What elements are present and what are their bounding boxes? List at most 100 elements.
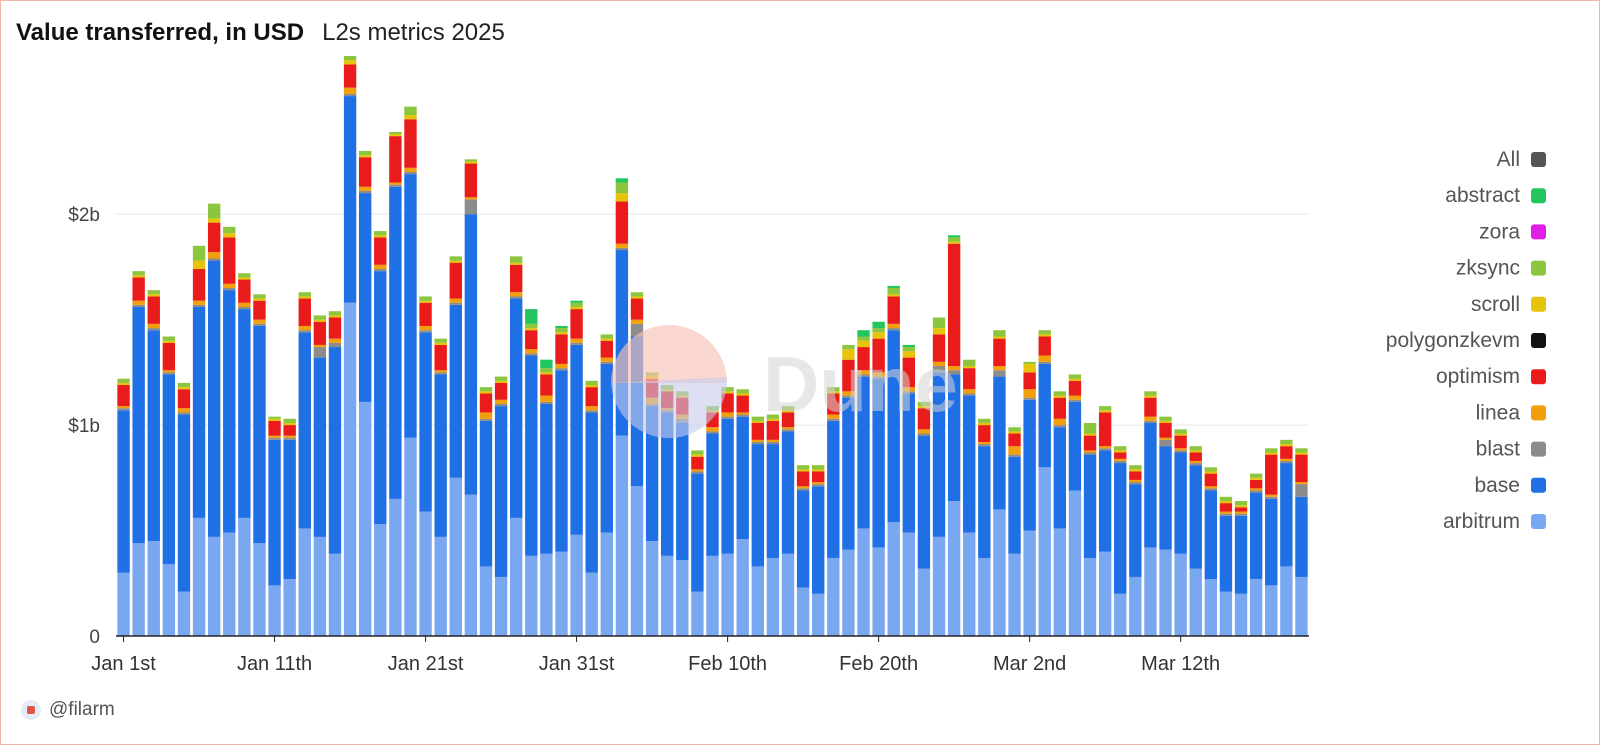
bar-segment-blast[interactable] <box>555 368 568 371</box>
bar-segment-scroll[interactable] <box>887 294 900 297</box>
bar-segment-optimism[interactable] <box>555 334 568 364</box>
bar-segment-blast[interactable] <box>1204 488 1218 491</box>
bar-segment-blast[interactable] <box>1174 450 1187 453</box>
bar-segment-zksync[interactable] <box>525 323 538 329</box>
bar-segment-arbitrum[interactable] <box>479 566 493 636</box>
bar-segment-zksync[interactable] <box>117 378 130 383</box>
bar-segment-arbitrum[interactable] <box>374 524 387 636</box>
bar-segment-base[interactable] <box>796 490 810 588</box>
bar-segment-arbitrum[interactable] <box>706 555 719 636</box>
bar-segment-linea[interactable] <box>1023 389 1036 398</box>
bar-segment-base[interactable] <box>1219 515 1233 592</box>
bar-segment-optimism[interactable] <box>963 368 976 390</box>
bar-segment-optimism[interactable] <box>404 119 417 168</box>
bar-segment-blast[interactable] <box>1114 460 1127 464</box>
bar-segment-base[interactable] <box>1038 363 1051 468</box>
bar-segment-optimism[interactable] <box>917 408 931 430</box>
bar-segment-linea[interactable] <box>887 323 900 329</box>
bar-segment-linea[interactable] <box>1144 416 1157 421</box>
bar-segment-blast[interactable] <box>796 488 810 491</box>
legend-swatch-zksync[interactable] <box>1531 260 1546 276</box>
bar-segment-optimism[interactable] <box>721 393 734 413</box>
bar-segment-zksync[interactable] <box>434 338 447 343</box>
bar-segment-zksync[interactable] <box>978 418 991 423</box>
bar-segment-arbitrum[interactable] <box>358 401 372 636</box>
bar-segment-optimism[interactable] <box>691 456 704 470</box>
bar-segment-linea[interactable] <box>872 372 885 377</box>
bar-segment-zksync[interactable] <box>464 159 478 162</box>
legend-swatch-zora[interactable] <box>1531 224 1546 240</box>
bar-segment-scroll[interactable] <box>358 155 372 158</box>
bar-segment-base[interactable] <box>585 412 598 573</box>
legend-swatch-linea[interactable] <box>1531 405 1546 421</box>
bar-segment-linea[interactable] <box>751 439 764 442</box>
bar-segment-arbitrum[interactable] <box>615 435 629 636</box>
bar-segment-base[interactable] <box>872 378 885 548</box>
bar-segment-optimism[interactable] <box>857 347 870 371</box>
bar-segment-scroll[interactable] <box>947 241 961 244</box>
bar-segment-zksync[interactable] <box>1280 439 1293 445</box>
bar-segment-zksync[interactable] <box>555 328 568 333</box>
bar-segment-blast[interactable] <box>1144 420 1157 423</box>
bar-segment-arbitrum[interactable] <box>343 302 357 636</box>
bar-segment-scroll[interactable] <box>1038 334 1051 337</box>
bar-segment-zksync[interactable] <box>630 292 644 297</box>
bar-segment-optimism[interactable] <box>630 298 644 320</box>
bar-segment-linea[interactable] <box>238 302 251 307</box>
bar-segment-abstract[interactable] <box>947 235 961 238</box>
bar-segment-arbitrum[interactable] <box>1189 568 1202 636</box>
bar-segment-optimism[interactable] <box>887 296 900 324</box>
bar-segment-arbitrum[interactable] <box>283 579 296 636</box>
bar-segment-arbitrum[interactable] <box>268 585 281 636</box>
bar-segment-blast[interactable] <box>177 412 191 415</box>
bar-segment-arbitrum[interactable] <box>1023 530 1036 636</box>
bar-segment-zksync[interactable] <box>615 182 629 194</box>
bar-segment-abstract[interactable] <box>540 359 553 369</box>
bar-segment-base[interactable] <box>1129 484 1142 577</box>
bar-segment-blast[interactable] <box>947 370 961 375</box>
bar-segment-linea[interactable] <box>932 361 946 367</box>
bar-segment-base[interactable] <box>494 406 508 577</box>
bar-segment-scroll[interactable] <box>1008 431 1021 434</box>
bar-segment-zksync[interactable] <box>963 359 976 367</box>
bar-segment-arbitrum[interactable] <box>963 532 976 636</box>
bar-segment-linea[interactable] <box>268 435 281 438</box>
bar-segment-scroll[interactable] <box>253 298 266 301</box>
bar-segment-base[interactable] <box>389 186 402 499</box>
bar-segment-blast[interactable] <box>404 172 417 175</box>
bar-segment-blast[interactable] <box>343 93 357 97</box>
bar-segment-blast[interactable] <box>827 418 840 421</box>
bar-segment-zksync[interactable] <box>917 401 931 407</box>
bar-segment-arbitrum[interactable] <box>464 494 478 636</box>
bar-segment-blast[interactable] <box>857 374 870 377</box>
bar-segment-zksync[interactable] <box>1219 496 1233 502</box>
bar-segment-base[interactable] <box>766 444 780 558</box>
bar-segment-linea[interactable] <box>1234 511 1248 514</box>
bar-segment-scroll[interactable] <box>932 328 946 335</box>
bar-segment-linea[interactable] <box>1038 355 1051 362</box>
bar-segment-scroll[interactable] <box>434 342 447 345</box>
bar-segment-scroll[interactable] <box>872 332 885 339</box>
bar-segment-scroll[interactable] <box>1249 477 1263 480</box>
bar-segment-scroll[interactable] <box>1295 452 1308 455</box>
bar-segment-zksync[interactable] <box>691 450 704 455</box>
bar-segment-blast[interactable] <box>721 416 734 419</box>
bar-segment-arbitrum[interactable] <box>796 587 810 636</box>
bar-segment-linea[interactable] <box>1265 494 1278 497</box>
bar-segment-optimism[interactable] <box>902 357 916 388</box>
bar-segment-zksync[interactable] <box>419 296 432 301</box>
bar-segment-blast[interactable] <box>812 484 825 487</box>
bar-segment-optimism[interactable] <box>117 385 130 407</box>
bar-segment-arbitrum[interactable] <box>177 591 191 636</box>
bar-segment-base[interactable] <box>963 395 976 533</box>
bar-segment-arbitrum[interactable] <box>1174 553 1187 636</box>
bar-segment-blast[interactable] <box>691 471 704 474</box>
bar-segment-scroll[interactable] <box>343 60 357 65</box>
bar-segment-blast[interactable] <box>253 323 266 326</box>
bar-segment-linea[interactable] <box>313 344 327 348</box>
bar-segment-scroll[interactable] <box>223 233 236 238</box>
bar-segment-arbitrum[interactable] <box>1295 576 1308 636</box>
bar-segment-zksync[interactable] <box>343 56 357 61</box>
bar-segment-zksync[interactable] <box>1249 473 1263 478</box>
bar-segment-arbitrum[interactable] <box>147 541 160 636</box>
